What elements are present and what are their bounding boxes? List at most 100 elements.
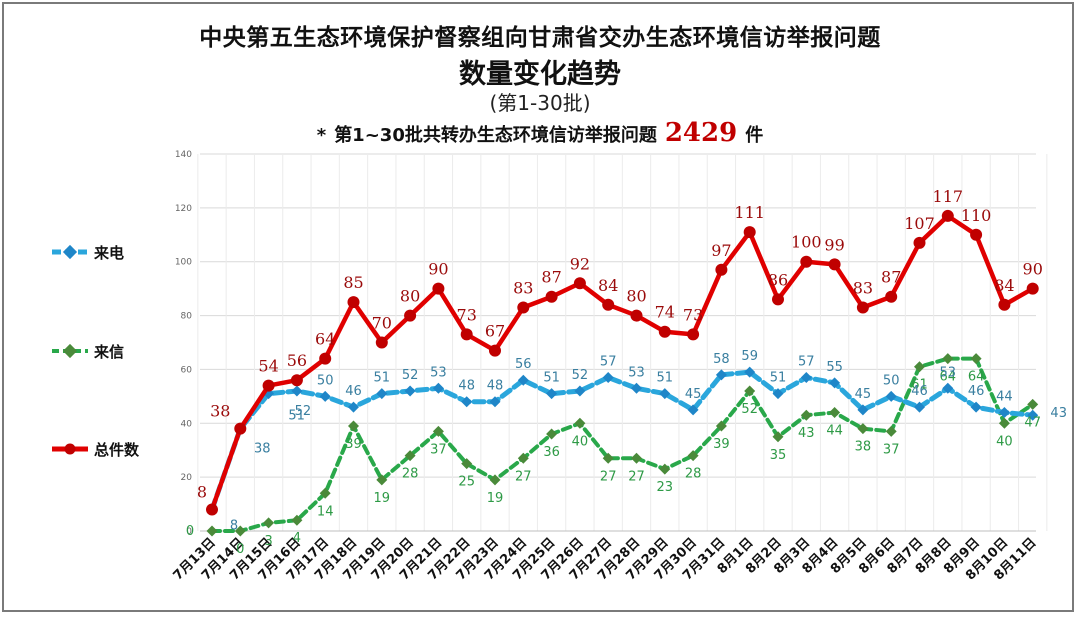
legend-label-letter: 来信 — [94, 343, 125, 361]
data-point-total — [460, 328, 473, 341]
data-label-total: 83 — [853, 278, 873, 297]
data-label-letter: 35 — [770, 448, 787, 463]
data-label-letter: 37 — [883, 442, 900, 457]
data-point-total — [517, 301, 530, 314]
data-label-phone: 52 — [295, 404, 312, 419]
data-point-total — [404, 309, 417, 322]
data-label-total: 99 — [824, 235, 844, 254]
data-point-letter — [998, 417, 1010, 429]
data-label-phone: 58 — [713, 352, 730, 367]
data-label-phone: 53 — [628, 365, 645, 380]
data-label-total: 73 — [683, 305, 703, 324]
data-label-total: 38 — [210, 402, 230, 421]
data-label-letter: 19 — [374, 491, 391, 506]
data-point-letter — [829, 407, 841, 419]
data-point-total — [998, 298, 1011, 311]
y-tick-label: 0 — [186, 527, 192, 537]
data-point-total — [206, 503, 218, 516]
data-label-letter: 61 — [911, 378, 928, 393]
data-point-letter — [687, 450, 699, 462]
legend-item-letter: 来信 — [50, 339, 180, 363]
data-label-total: 90 — [1023, 260, 1043, 279]
data-point-phone — [998, 407, 1010, 419]
legend-label-phone: 来电 — [94, 244, 125, 262]
data-point-letter — [885, 425, 897, 437]
data-label-letter: 0 — [236, 542, 244, 557]
data-point-letter — [404, 450, 416, 462]
data-point-phone — [319, 390, 331, 402]
data-label-phone: 43 — [1050, 406, 1067, 421]
data-point-letter — [800, 409, 812, 421]
data-point-total — [545, 290, 558, 303]
data-label-letter: 4 — [293, 531, 301, 546]
data-label-total: 90 — [428, 260, 448, 279]
data-point-total — [743, 226, 756, 239]
data-label-total: 97 — [711, 241, 731, 260]
data-label-letter: 28 — [402, 467, 419, 482]
legend-swatch-total — [52, 443, 88, 455]
data-point-letter — [602, 452, 614, 464]
data-point-letter — [348, 420, 359, 432]
data-point-total — [715, 263, 728, 276]
data-point-total — [432, 282, 445, 295]
data-point-letter — [432, 425, 444, 437]
data-label-letter: 23 — [657, 480, 674, 495]
data-label-phone: 50 — [883, 373, 900, 388]
data-label-phone: 53 — [940, 365, 957, 380]
data-point-total — [602, 298, 615, 311]
data-point-letter — [489, 474, 501, 486]
data-point-total — [375, 336, 388, 349]
data-point-phone — [942, 382, 954, 394]
data-point-total — [630, 309, 643, 322]
data-label-letter: 28 — [685, 467, 702, 482]
summary-line: * 第1~30批共转办生态环境信访举报问题 2429 件 — [0, 118, 1080, 148]
data-point-phone — [914, 401, 925, 413]
data-point-total — [856, 301, 869, 314]
data-point-letter — [970, 353, 982, 365]
data-point-total — [687, 328, 700, 341]
data-point-letter — [574, 417, 586, 429]
chart-frame — [2, 2, 1074, 612]
chart-subtitle: 数量变化趋势 — [459, 59, 621, 90]
data-point-letter — [631, 452, 642, 464]
data-point-phone — [348, 401, 359, 413]
data-label-phone: 45 — [685, 387, 702, 402]
data-label-letter: 0 — [186, 524, 194, 539]
data-point-phone — [744, 366, 756, 378]
data-label-total: 56 — [287, 351, 307, 370]
data-point-total — [1026, 282, 1039, 295]
data-point-total — [347, 296, 360, 309]
data-label-total: 85 — [343, 273, 363, 292]
data-point-phone — [546, 388, 558, 400]
data-label-total: 83 — [513, 278, 533, 297]
data-label-letter: 43 — [798, 426, 815, 441]
data-label-letter: 64 — [940, 370, 957, 385]
data-point-phone — [659, 388, 671, 400]
data-point-letter — [715, 420, 727, 432]
data-label-phone: 57 — [798, 355, 815, 370]
y-tick-label: 20 — [181, 473, 193, 483]
data-point-letter — [263, 517, 275, 529]
data-label-total: 92 — [570, 254, 590, 273]
data-label-letter: 40 — [572, 434, 589, 449]
data-label-phone: 8 — [230, 518, 238, 533]
data-point-letter — [772, 431, 784, 443]
data-label-phone: 46 — [911, 384, 928, 399]
data-point-phone — [715, 369, 727, 381]
summary-total: 2429 — [664, 118, 738, 148]
summary-suffix: 件 — [745, 125, 764, 146]
data-point-phone — [800, 372, 812, 384]
data-point-phone — [631, 382, 642, 394]
data-point-total — [828, 258, 841, 271]
data-label-total: 64 — [315, 330, 335, 349]
data-point-letter — [319, 487, 331, 499]
data-point-total — [941, 209, 954, 222]
data-label-phone: 52 — [572, 368, 589, 383]
legend-item-phone: 来电 — [50, 240, 180, 264]
data-label-letter: 3 — [264, 534, 272, 549]
data-point-letter — [461, 458, 473, 470]
data-point-letter — [1027, 398, 1039, 410]
data-label-phone: 53 — [430, 365, 447, 380]
data-point-phone — [1027, 409, 1039, 421]
data-label-phone: 38 — [254, 442, 271, 457]
